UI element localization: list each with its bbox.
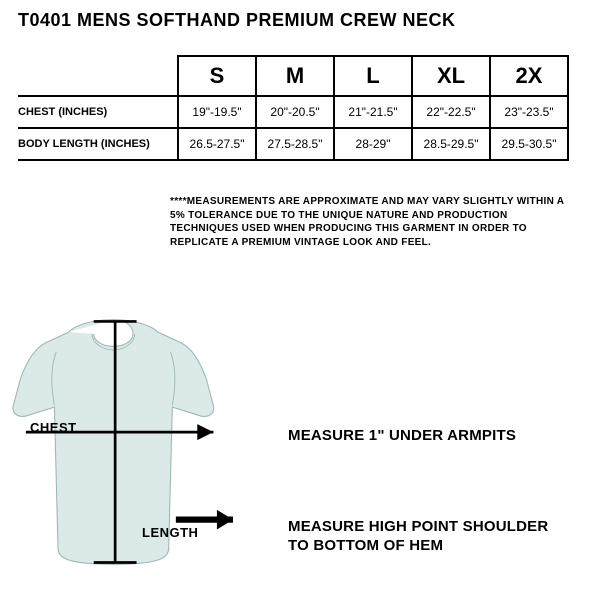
measure-length-line1: MEASURE HIGH POINT SHOULDER xyxy=(288,518,548,535)
size-cell: 28-29" xyxy=(334,128,412,160)
size-cell: 20"-20.5" xyxy=(256,96,334,128)
size-cell: 28.5-29.5" xyxy=(412,128,490,160)
size-column-header: L xyxy=(334,56,412,96)
table-blank-corner xyxy=(18,56,178,96)
size-column-header: S xyxy=(178,56,256,96)
size-column-header: XL xyxy=(412,56,490,96)
row-label: BODY LENGTH (INCHES) xyxy=(18,128,178,160)
size-cell: 27.5-28.5" xyxy=(256,128,334,160)
row-label: CHEST (INCHES) xyxy=(18,96,178,128)
size-cell: 19"-19.5" xyxy=(178,96,256,128)
size-cell: 29.5-30.5" xyxy=(490,128,568,160)
shirt-diagram xyxy=(8,300,258,600)
size-cell: 26.5-27.5" xyxy=(178,128,256,160)
size-column-header: 2X xyxy=(490,56,568,96)
size-cell: 21"-21.5" xyxy=(334,96,412,128)
length-label: LENGTH xyxy=(142,525,198,540)
size-column-header: M xyxy=(256,56,334,96)
chest-arrow-head xyxy=(197,424,213,440)
measure-length-line2: TO BOTTOM OF HEM xyxy=(288,537,443,554)
table-header-row: SMLXL2X xyxy=(18,56,568,96)
size-chart-table: SMLXL2X CHEST (INCHES)19"-19.5"20"-20.5"… xyxy=(18,55,569,161)
page-title: T0401 MENS SOFTHAND PREMIUM CREW NECK xyxy=(18,10,456,31)
measure-length-text: MEASURE HIGH POINT SHOULDER TO BOTTOM OF… xyxy=(288,518,548,556)
table-row: BODY LENGTH (INCHES)26.5-27.5"27.5-28.5"… xyxy=(18,128,568,160)
disclaimer-text: ****MEASUREMENTS ARE APPROXIMATE AND MAY… xyxy=(170,195,572,249)
size-cell: 23"-23.5" xyxy=(490,96,568,128)
chest-label: CHEST xyxy=(30,420,77,435)
size-cell: 22"-22.5" xyxy=(412,96,490,128)
table-row: CHEST (INCHES)19"-19.5"20"-20.5"21"-21.5… xyxy=(18,96,568,128)
measure-chest-text: MEASURE 1" UNDER ARMPITS xyxy=(288,427,516,446)
length-arrow-head xyxy=(217,510,233,530)
